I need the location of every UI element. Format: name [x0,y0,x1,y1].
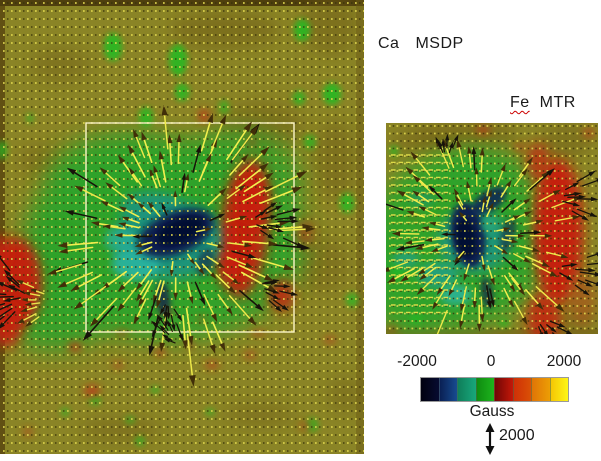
colorbar-tick-min: -2000 [397,353,437,370]
colorbar-segment [512,378,531,401]
fe-panel [386,123,598,334]
colorbar-segment [457,378,476,401]
vector-scale-arrow-icon [485,423,495,455]
colorbar-tick-max: 2000 [546,353,582,370]
ca-instrument-label: MSDP [415,35,464,52]
fe-panel-title: Fe MTR [510,94,576,112]
ca-element-label: Ca [378,35,400,52]
vector-scale-value: 2000 [499,427,535,444]
colorbar [420,377,569,402]
colorbar-segment [438,378,457,401]
colorbar-tick-zero: 0 [486,353,496,370]
fe-element-label: Fe [510,94,530,111]
colorbar-segment [531,378,550,401]
fe-instrument-label: MTR [539,94,576,111]
colorbar-segment [494,378,513,401]
colorbar-segment [549,378,568,401]
ca-panel-title: Ca MSDP [378,35,464,53]
colorbar-unit-label: Gauss [469,403,515,420]
colorbar-segment [475,378,494,401]
ca-panel [0,0,364,454]
colorbar-segment [421,378,439,401]
